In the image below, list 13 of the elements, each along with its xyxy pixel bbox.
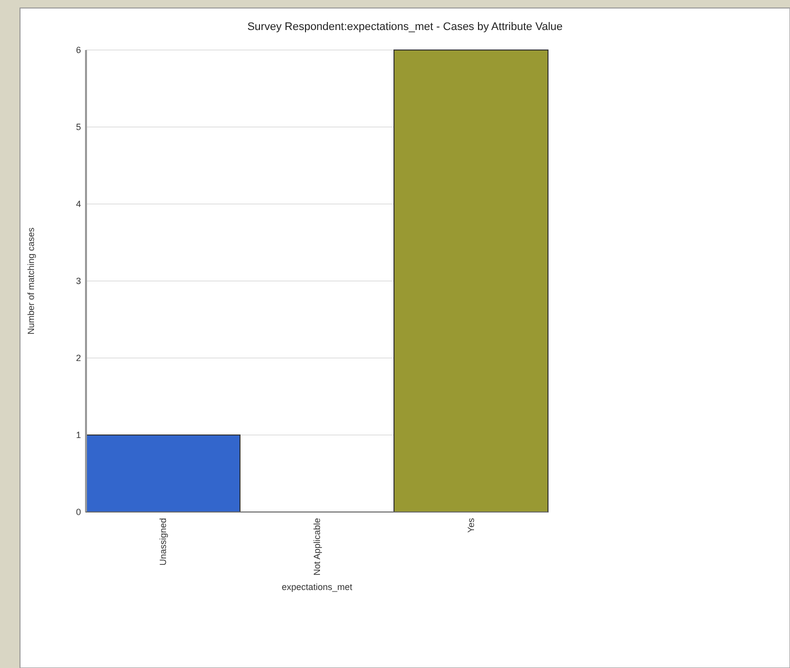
y-tick-label: 6: [76, 45, 81, 56]
x-axis-title: expectations_met: [282, 582, 353, 592]
y-tick-label: 3: [76, 276, 81, 286]
x-tick-label: Unassigned: [158, 518, 168, 566]
x-tick-label: Yes: [466, 518, 476, 533]
chart-title: Survey Respondent:expectations_met - Cases by Attribute Value: [247, 21, 563, 33]
y-tick-label: 0: [76, 507, 81, 518]
y-tick-label: 2: [76, 353, 81, 364]
y-tick-label: 4: [76, 199, 81, 210]
y-axis-title: Number of matching cases: [26, 226, 36, 335]
x-tick-label: Not Applicable: [312, 518, 322, 576]
y-tick-label: 1: [76, 430, 81, 440]
y-tick-label: 5: [76, 122, 81, 132]
